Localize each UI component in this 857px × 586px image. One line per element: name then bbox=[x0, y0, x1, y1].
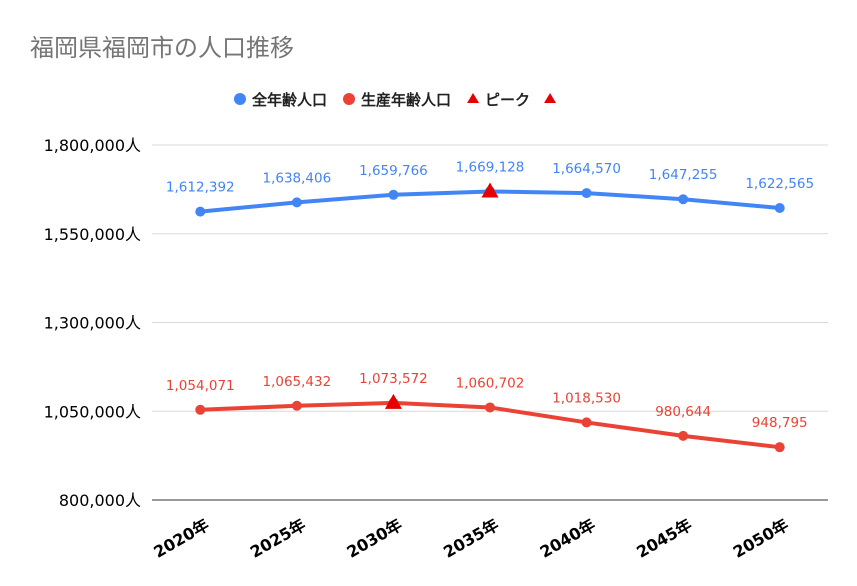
x-tick-label: 2045年 bbox=[633, 515, 695, 562]
x-axis: 2020年 2025年 2030年 2035年 2040年 2045年 2050年 bbox=[150, 515, 791, 562]
peak-marker bbox=[481, 182, 499, 198]
y-tick-label: 800,000人 bbox=[59, 491, 141, 510]
data-point bbox=[291, 197, 302, 208]
chart-title: 福岡県福岡市の人口推移 bbox=[30, 34, 294, 62]
legend-marker bbox=[467, 93, 480, 103]
data-point bbox=[485, 402, 495, 413]
data-point bbox=[774, 202, 785, 213]
data-label: 1,638,406 bbox=[262, 170, 331, 186]
data-point bbox=[581, 417, 592, 428]
y-tick-label: 1,050,000人 bbox=[44, 402, 141, 421]
data-label: 948,795 bbox=[752, 415, 808, 431]
data-label: 1,060,702 bbox=[456, 375, 525, 391]
data-point bbox=[678, 194, 689, 205]
x-tick-label: 2050年 bbox=[730, 515, 792, 562]
x-tick-label: 2040年 bbox=[537, 515, 599, 562]
data-label: 1,054,071 bbox=[166, 378, 235, 394]
data-point bbox=[774, 442, 785, 453]
legend: 全年齢人口 生産年齢人口 ピーク bbox=[234, 91, 557, 109]
y-tick-label: 1,800,000人 bbox=[44, 136, 141, 155]
legend-label: 生産年齢人口 bbox=[361, 91, 451, 109]
legend-marker bbox=[544, 93, 557, 103]
x-tick-label: 2035年 bbox=[440, 515, 502, 562]
y-tick-label: 1,300,000人 bbox=[44, 314, 141, 333]
data-point bbox=[195, 206, 206, 217]
legend-label: ピーク bbox=[485, 91, 530, 109]
legend-marker bbox=[343, 93, 356, 105]
data-point bbox=[678, 430, 689, 441]
x-tick-label: 2025年 bbox=[247, 515, 309, 562]
data-label: 980,644 bbox=[655, 404, 711, 420]
data-label: 1,073,572 bbox=[359, 371, 428, 387]
data-label: 1,659,766 bbox=[359, 163, 428, 179]
data-label: 1,065,432 bbox=[262, 374, 331, 390]
gridlines bbox=[152, 144, 828, 501]
legend-marker bbox=[234, 93, 246, 105]
peak-markers bbox=[384, 182, 499, 409]
legend-label: 全年齢人口 bbox=[251, 91, 327, 109]
x-tick-label: 2030年 bbox=[343, 515, 405, 562]
data-point bbox=[581, 188, 592, 199]
data-label: 1,669,128 bbox=[456, 159, 525, 175]
data-point bbox=[388, 189, 399, 200]
peak-marker bbox=[384, 393, 402, 409]
y-tick-label: 1,550,000人 bbox=[44, 225, 141, 244]
data-label: 1,647,255 bbox=[649, 167, 718, 183]
data-label: 1,018,530 bbox=[552, 390, 621, 406]
data-labels: 1,612,392 1,638,406 1,659,766 1,669,128 1,66… bbox=[166, 159, 814, 431]
x-tick-label: 2020年 bbox=[150, 515, 212, 562]
data-label: 1,622,565 bbox=[745, 176, 814, 192]
data-point bbox=[195, 404, 206, 415]
data-label: 1,664,570 bbox=[552, 161, 621, 177]
data-label: 1,612,392 bbox=[166, 180, 235, 196]
data-point bbox=[291, 400, 302, 411]
y-axis: 800,000人 1,050,000人 1,300,000人 1,550,000人 1,… bbox=[44, 136, 141, 510]
